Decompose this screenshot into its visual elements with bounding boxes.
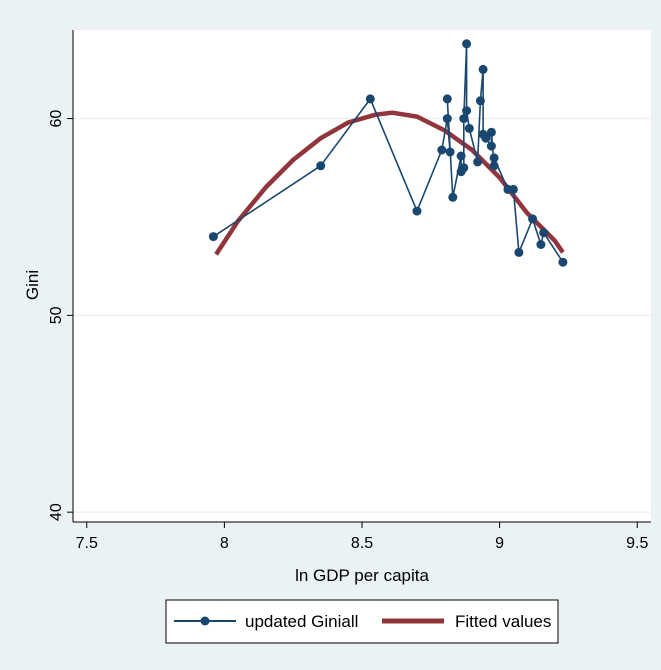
y-ticks: 40 50 60 (48, 110, 73, 521)
fitted-values-line (214, 110, 565, 256)
x-axis-title: ln GDP per capita (295, 566, 429, 585)
legend-fitted-label: Fitted values (455, 612, 551, 631)
gini-data-point (528, 214, 538, 224)
x-tick-label: 8 (220, 535, 229, 552)
gini-data-point (442, 114, 452, 124)
gini-data-point (489, 153, 499, 163)
gini-data-point (473, 157, 483, 167)
x-tick-label: 7.5 (76, 535, 98, 552)
gini-data-point (459, 114, 469, 124)
y-axis-title: Gini (23, 270, 42, 300)
gini-data-point (475, 96, 485, 106)
gini-data-point (437, 145, 447, 155)
gini-data-point (365, 94, 375, 104)
gini-data-point (539, 228, 549, 238)
gini-data-point (489, 161, 499, 171)
gini-data-point (486, 141, 496, 151)
gini-data-point (445, 147, 455, 157)
x-tick-label: 8.5 (351, 535, 373, 552)
x-tick-label: 9 (495, 535, 504, 552)
x-tick-label: 9.5 (626, 535, 648, 552)
gini-data-point (412, 206, 422, 216)
legend-gini-marker (200, 616, 210, 626)
gini-data-point (448, 192, 458, 202)
gini-data-point (316, 161, 326, 171)
gini-data-point (464, 123, 474, 133)
fitted-values-series (214, 110, 565, 256)
gini-data-point (536, 240, 546, 249)
legend: updated Giniall Fitted values (165, 599, 559, 644)
gini-data-point (558, 257, 568, 267)
x-ticks: 7.5 8 8.5 9 9.5 (76, 522, 648, 552)
y-tick-label: 40 (48, 503, 65, 521)
gini-series (208, 39, 568, 267)
gini-data-point (462, 39, 472, 49)
y-tick-label: 50 (48, 306, 65, 324)
legend-gini-label: updated Giniall (245, 612, 358, 631)
gini-data-point (442, 94, 452, 104)
plot-region (73, 30, 651, 522)
gini-data-point (459, 163, 469, 173)
gini-data-point (478, 64, 488, 74)
y-tick-label: 60 (48, 110, 65, 128)
gini-data-point (514, 247, 524, 257)
gini-data-point (208, 232, 218, 242)
gini-data-point (481, 133, 491, 143)
gini-data-point (462, 106, 472, 116)
gini-data-point (508, 184, 518, 194)
gini-data-point (456, 151, 466, 161)
gini-data-point (486, 127, 496, 137)
